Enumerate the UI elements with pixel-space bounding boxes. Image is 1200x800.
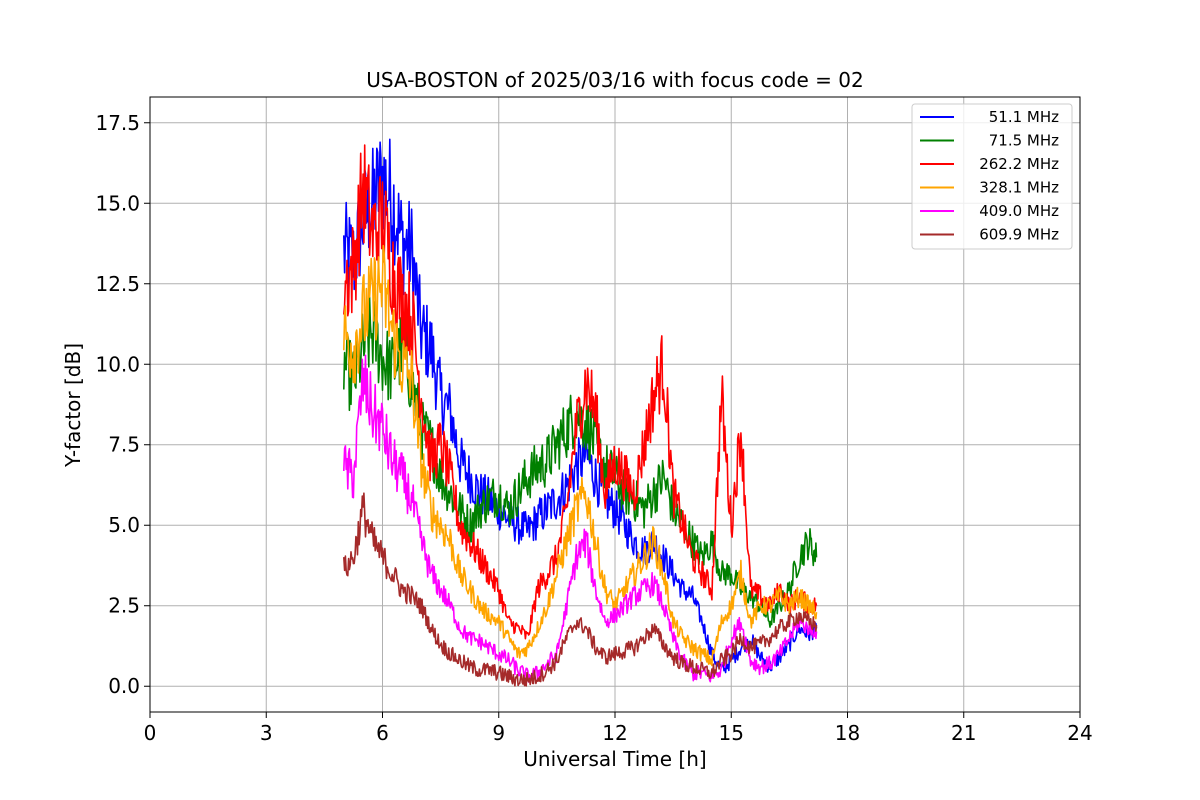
y-tick-label: 5.0 [108,513,140,537]
x-tick-label: 0 [144,721,157,745]
y-tick-label: 17.5 [95,111,140,135]
x-axis-title: Universal Time [h] [523,747,706,771]
x-tick-label: 21 [951,721,976,745]
y-tick-label: 7.5 [108,433,140,457]
series-609-9-mhz [343,492,818,687]
y-tick-label: 15.0 [95,191,140,215]
legend-label: 51.1 MHz [989,108,1059,126]
series-line [343,244,818,667]
chart-title: USA-BOSTON of 2025/03/16 with focus code… [366,68,863,92]
series-layer [343,138,818,687]
y-tick-label: 12.5 [95,272,140,296]
series-409-0-mhz [343,354,818,683]
legend-label: 409.0 MHz [979,202,1059,220]
y-tick-label: 2.5 [108,594,140,618]
legend-label: 262.2 MHz [979,155,1059,173]
y-tick-label: 0.0 [108,674,140,698]
x-tick-label: 6 [376,721,389,745]
legend-label: 328.1 MHz [979,179,1059,197]
y-axis-title: Y-factor [dB] [61,343,85,468]
series-262-2-mhz [343,144,818,640]
x-tick-label: 24 [1067,721,1092,745]
y-axis: 0.0 2.5 5.0 7.5 10.0 12.5 15.0 17.5 [95,111,150,698]
series-51-1-mhz [343,138,818,674]
series-line [343,354,818,683]
x-tick-label: 12 [602,721,627,745]
series-line [343,138,818,674]
y-tick-label: 10.0 [95,352,140,376]
x-tick-label: 15 [719,721,744,745]
x-tick-label: 9 [492,721,505,745]
series-line [343,492,818,687]
series-line [343,144,818,640]
series-328-1-mhz [343,244,818,667]
x-axis: 0 3 6 9 12 15 18 21 24 [144,712,1093,745]
x-tick-label: 3 [260,721,273,745]
legend: 51.1 MHz 71.5 MHz 262.2 MHz 328.1 MHz 409.0 … [911,103,1073,250]
legend-label: 71.5 MHz [989,132,1059,150]
legend-label: 609.9 MHz [979,226,1059,244]
x-tick-label: 18 [835,721,860,745]
